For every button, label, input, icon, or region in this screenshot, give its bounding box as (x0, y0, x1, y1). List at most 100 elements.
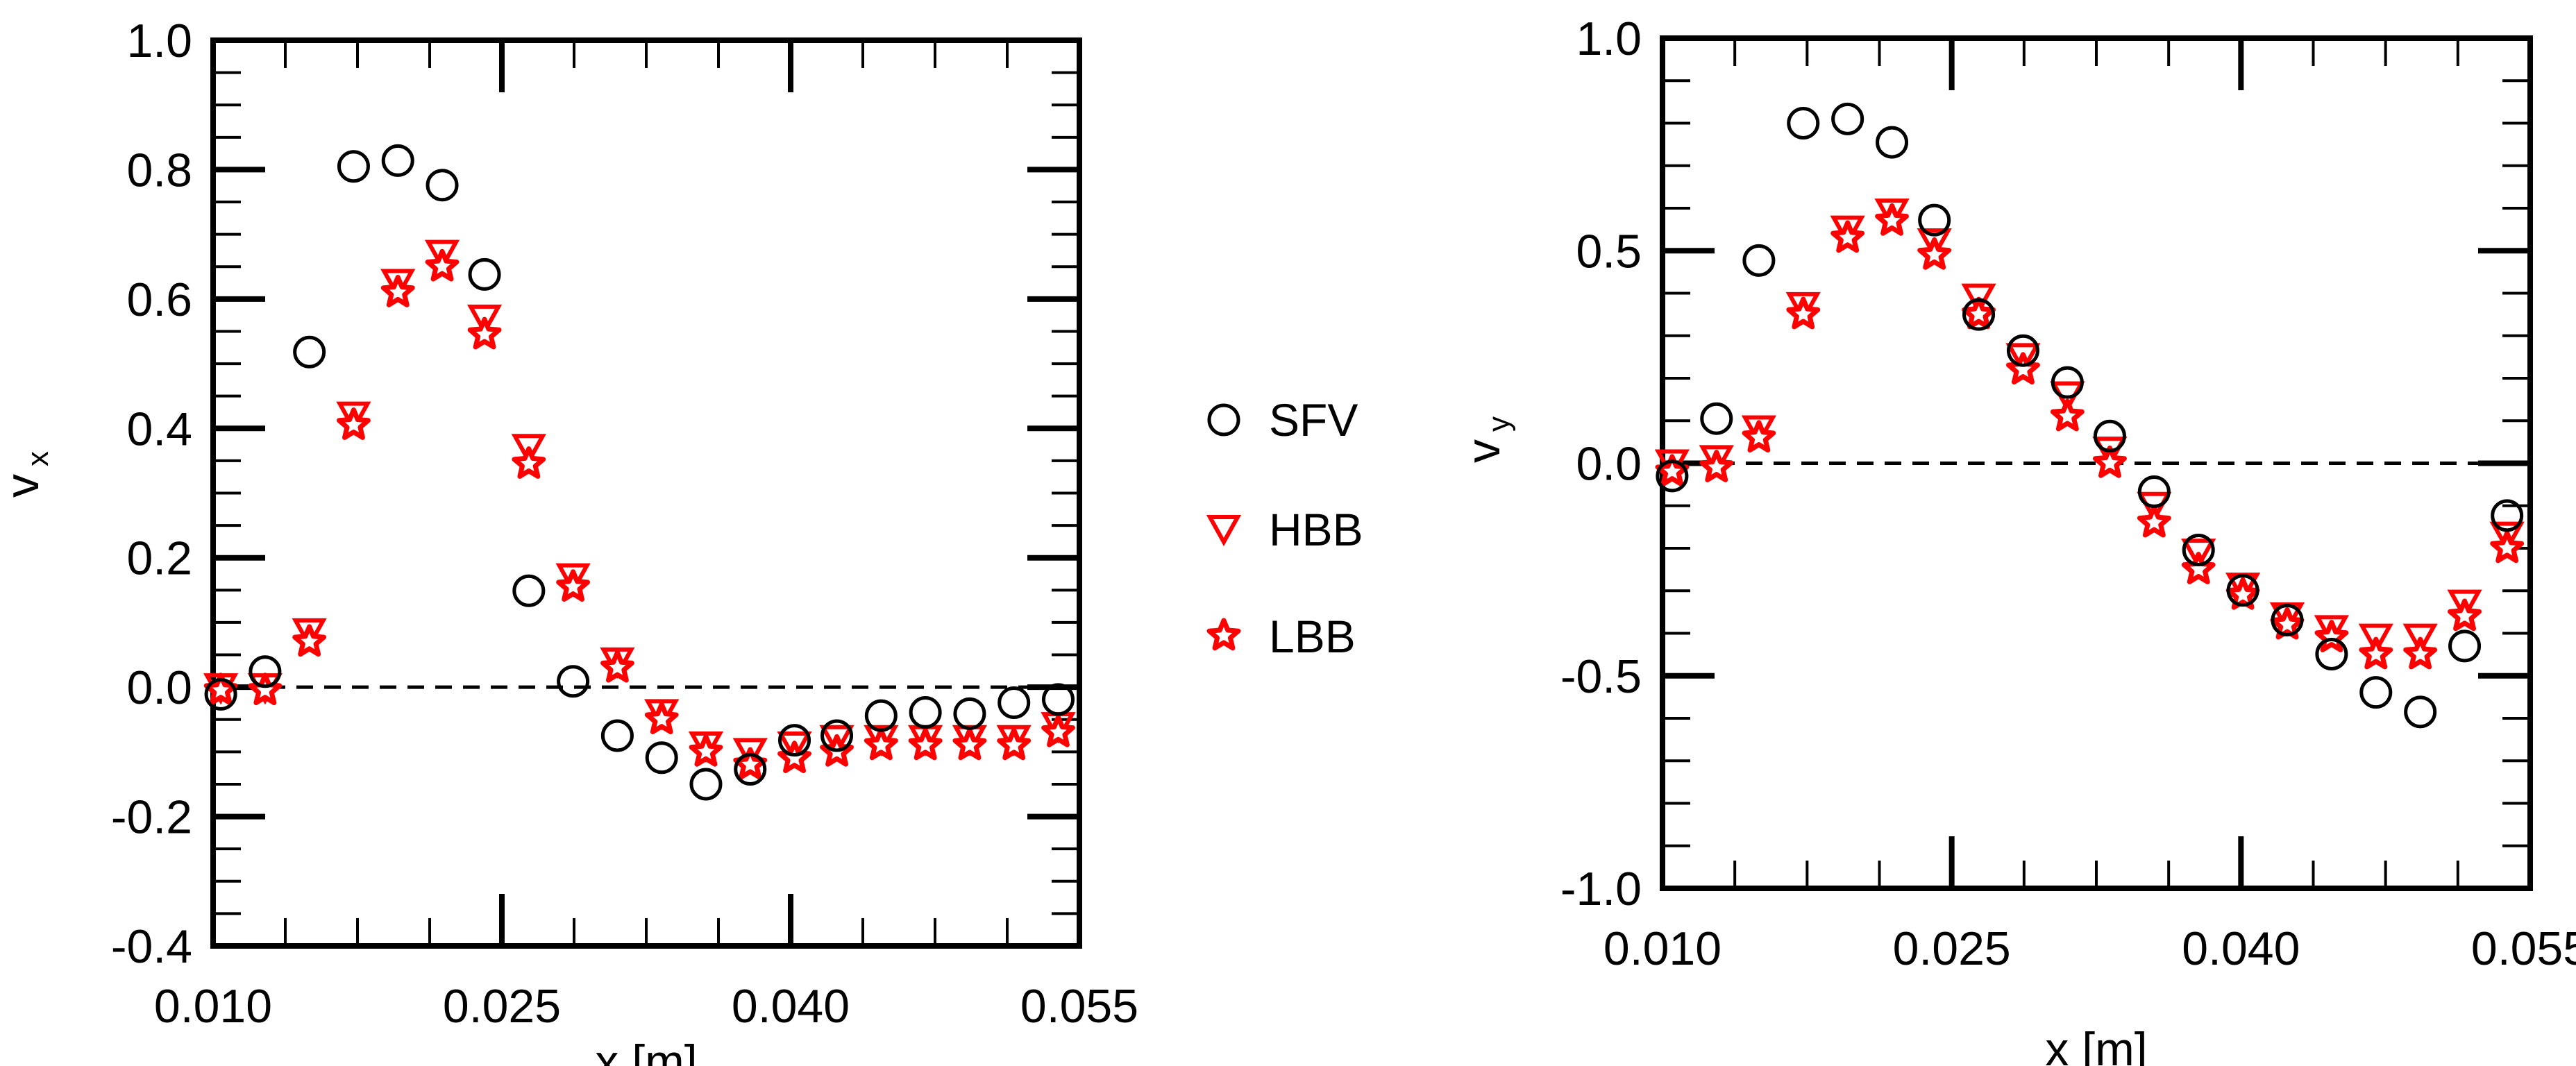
legend-entry-sfv: SFV (1207, 394, 1358, 446)
point-hbb (2358, 623, 2393, 655)
x-tick-label: 0.040 (732, 980, 850, 1033)
point-sfv (1041, 683, 1075, 716)
point-lbb (556, 569, 590, 602)
point-sfv (909, 695, 942, 729)
point-sfv (1831, 102, 1864, 135)
point-sfv (1742, 244, 1776, 277)
legend-marker-hbb (1206, 515, 1242, 547)
point-hbb (1961, 283, 1996, 315)
y-tick-label: 0.0 (126, 661, 192, 714)
legend-label-sfv: SFV (1269, 394, 1358, 446)
point-lbb (1830, 220, 1865, 253)
point-hbb (1830, 215, 1865, 247)
point-lbb (467, 316, 502, 350)
axes-frame (210, 37, 1082, 949)
y-tick-label: 0.2 (126, 532, 192, 585)
point-sfv (1656, 459, 1689, 493)
y-tick-label: 0.4 (126, 403, 192, 455)
point-sfv (864, 699, 898, 732)
point-hbb (732, 738, 768, 770)
point-hbb (2447, 589, 2482, 621)
y-tick-label: 1.0 (1576, 12, 1642, 65)
point-lbb (2006, 352, 2040, 384)
y-tick-label: -0.5 (1560, 650, 1642, 703)
point-lbb (1041, 714, 1075, 747)
point-hbb (1741, 415, 1776, 447)
point-lbb (997, 727, 1032, 761)
y-tick-label: 0.5 (1576, 225, 1642, 278)
point-hbb (2092, 437, 2128, 468)
point-lbb (2225, 577, 2260, 610)
point-sfv (381, 144, 414, 177)
legend: SFV HBB LBB (1206, 394, 1363, 662)
point-lbb (2093, 446, 2127, 478)
point-sfv (600, 719, 634, 752)
point-hbb (2489, 521, 2525, 553)
point-hbb (819, 725, 855, 756)
point-hbb (292, 618, 327, 650)
point-sfv (2491, 499, 2524, 532)
point-hbb (2402, 623, 2438, 655)
point-hbb (555, 563, 591, 595)
point-hbb (511, 434, 546, 466)
point-sfv (997, 686, 1031, 720)
point-lbb (1742, 420, 1776, 452)
point-lbb (2181, 552, 2216, 584)
y-axis-label: vx (0, 451, 55, 498)
point-hbb (2181, 539, 2216, 570)
legend-triangle-icon (1206, 515, 1242, 547)
point-hbb (1699, 445, 1734, 477)
x-axis-label: x [m] (595, 1035, 697, 1066)
y-tick-label: 1.0 (126, 15, 192, 67)
point-lbb (1875, 203, 1909, 236)
point-sfv (778, 724, 811, 757)
series-hbb (1654, 198, 2525, 655)
y-tick-label: -0.4 (111, 920, 192, 973)
y-axis-label-subscript: y (1482, 416, 1516, 432)
vx-panel: 0.010 0.025 0.040 0.055 -0.4 -0.2 0.0 0.2 0.4 0.6… (0, 15, 1138, 1066)
point-sfv (953, 697, 986, 730)
x-axis-label: x [m] (2045, 1023, 2147, 1066)
point-sfv (2137, 475, 2171, 509)
x-tick-label: 0.010 (1603, 922, 1721, 975)
point-sfv (2093, 419, 2126, 452)
point-sfv (645, 741, 678, 775)
vy-panel: 0.010 0.025 0.040 0.055 -1.0 -0.5 0.0 0.5 1.0 x [… (1457, 12, 2576, 1066)
point-sfv (2051, 366, 2084, 399)
point-sfv (557, 665, 590, 698)
point-hbb (380, 269, 416, 301)
point-hbb (2005, 343, 2041, 375)
point-lbb (292, 624, 327, 657)
legend-entry-hbb: HBB (1206, 504, 1363, 555)
legend-label-lbb: LBB (1269, 611, 1356, 662)
point-lbb (512, 446, 546, 479)
x-tick-label: 0.025 (443, 980, 561, 1033)
y-axis-label-main: v (0, 474, 49, 498)
legend-circle-icon (1207, 403, 1240, 437)
point-lbb (2448, 598, 2482, 632)
x-tick-label: 0.055 (1020, 980, 1138, 1033)
point-hbb (777, 731, 812, 763)
point-lbb (425, 248, 460, 282)
point-sfv (468, 257, 501, 291)
point-lbb (337, 407, 371, 440)
point-lbb (2050, 398, 2085, 432)
point-sfv (1876, 126, 1909, 159)
point-sfv (1918, 203, 1951, 237)
y-axis-label-main: v (1457, 439, 1510, 463)
point-sfv (2315, 638, 2348, 671)
point-lbb (2403, 636, 2438, 670)
point-sfv (337, 150, 370, 183)
series-lbb (1655, 203, 2525, 670)
point-lbb (2359, 636, 2393, 670)
point-sfv (204, 677, 237, 711)
point-hbb (2314, 615, 2349, 647)
point-lbb (644, 702, 679, 734)
point-lbb (777, 741, 811, 773)
legend-marker-lbb (1206, 618, 1241, 651)
point-sfv (2404, 695, 2437, 729)
point-sfv (2271, 604, 2304, 637)
point-sfv (1700, 402, 1733, 435)
y-tick-label: -0.2 (111, 791, 192, 844)
